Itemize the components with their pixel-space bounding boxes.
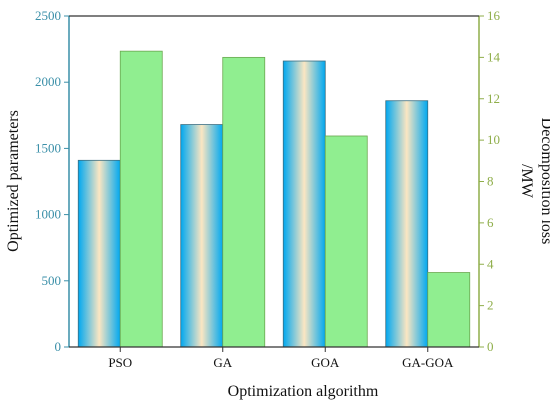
bar-right-goa bbox=[324, 135, 368, 348]
right-tick-label: 4 bbox=[487, 256, 494, 271]
right-tick-label: 12 bbox=[487, 91, 500, 106]
left-tick-label: 1000 bbox=[35, 207, 61, 222]
bar-right-ga-goa bbox=[427, 272, 471, 348]
x-tick-label: PSO bbox=[108, 355, 132, 370]
left-tick-label: 2500 bbox=[35, 8, 61, 23]
right-tick-label: 14 bbox=[487, 49, 501, 64]
left-tick-label: 500 bbox=[42, 273, 62, 288]
right-axis-title-line2: /MW bbox=[518, 164, 535, 199]
axes-layer bbox=[68, 15, 480, 348]
bar-right-ga bbox=[222, 56, 266, 348]
right-tick-label: 16 bbox=[487, 8, 501, 23]
x-tick-label: GOA bbox=[311, 355, 340, 370]
left-tick-label: 0 bbox=[55, 339, 62, 354]
x-axis-title: Optimization algorithm bbox=[228, 383, 379, 400]
bar-left-goa bbox=[282, 60, 326, 348]
bar-left-ga-goa bbox=[385, 100, 429, 348]
left-tick-label: 1500 bbox=[35, 140, 61, 155]
left-tick-label: 2000 bbox=[35, 74, 61, 89]
ticks-layer: PSO GA GOA GA-GOA 0 500 1000 1500 2000 2500 0 2 4 6 8 1… bbox=[35, 8, 501, 370]
right-tick-label: 6 bbox=[487, 215, 494, 230]
right-tick-label: 10 bbox=[487, 132, 500, 147]
bars-layer bbox=[77, 50, 471, 348]
right-tick-label: 2 bbox=[487, 298, 494, 313]
right-tick-label: 0 bbox=[487, 339, 494, 354]
right-axis-title-line1: Decomposition loss bbox=[538, 118, 550, 245]
bar-right-pso bbox=[119, 50, 163, 348]
x-tick-label: GA-GOA bbox=[402, 355, 454, 370]
left-axis-title: Optimized parameters bbox=[5, 110, 22, 252]
x-tick-label: GA bbox=[213, 355, 232, 370]
bar-left-pso bbox=[77, 159, 121, 348]
bar-left-ga bbox=[180, 124, 224, 348]
right-tick-label: 8 bbox=[487, 174, 494, 189]
